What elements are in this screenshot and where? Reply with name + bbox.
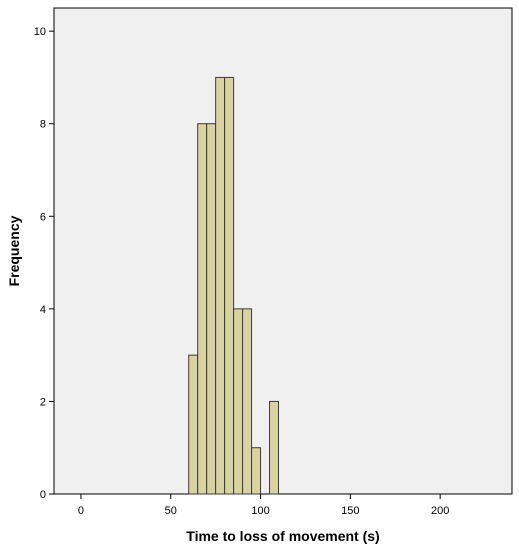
y-tick-label: 10 xyxy=(34,26,46,38)
histogram-bar xyxy=(251,447,262,495)
y-tick-label: 2 xyxy=(40,396,46,408)
plot-area xyxy=(53,7,513,495)
histogram-bar xyxy=(242,308,253,495)
x-tick-label: 150 xyxy=(341,505,359,517)
y-axis-title: Frequency xyxy=(6,215,22,286)
histogram-bar xyxy=(233,308,244,495)
bars-group xyxy=(188,76,280,495)
x-tick-label: 200 xyxy=(431,505,449,517)
y-tick-label: 0 xyxy=(40,489,46,501)
y-tick-label: 8 xyxy=(40,119,46,131)
histogram-bar xyxy=(269,400,280,495)
histogram-bar xyxy=(206,123,217,495)
histogram-bar xyxy=(215,76,226,495)
histogram-bar xyxy=(224,76,235,495)
y-tick-label: 6 xyxy=(40,211,46,223)
x-tick-label: 100 xyxy=(251,505,269,517)
x-axis: 0 50 100 150 200 xyxy=(78,494,449,517)
x-tick-label: 50 xyxy=(165,505,177,517)
y-axis: 0 2 4 6 8 10 xyxy=(34,26,54,501)
histogram-bar xyxy=(188,354,199,495)
y-tick-label: 4 xyxy=(40,304,46,316)
x-axis-title: Time to loss of movement (s) xyxy=(186,528,379,544)
x-tick-label: 0 xyxy=(78,505,84,517)
histogram-bar xyxy=(197,123,208,495)
